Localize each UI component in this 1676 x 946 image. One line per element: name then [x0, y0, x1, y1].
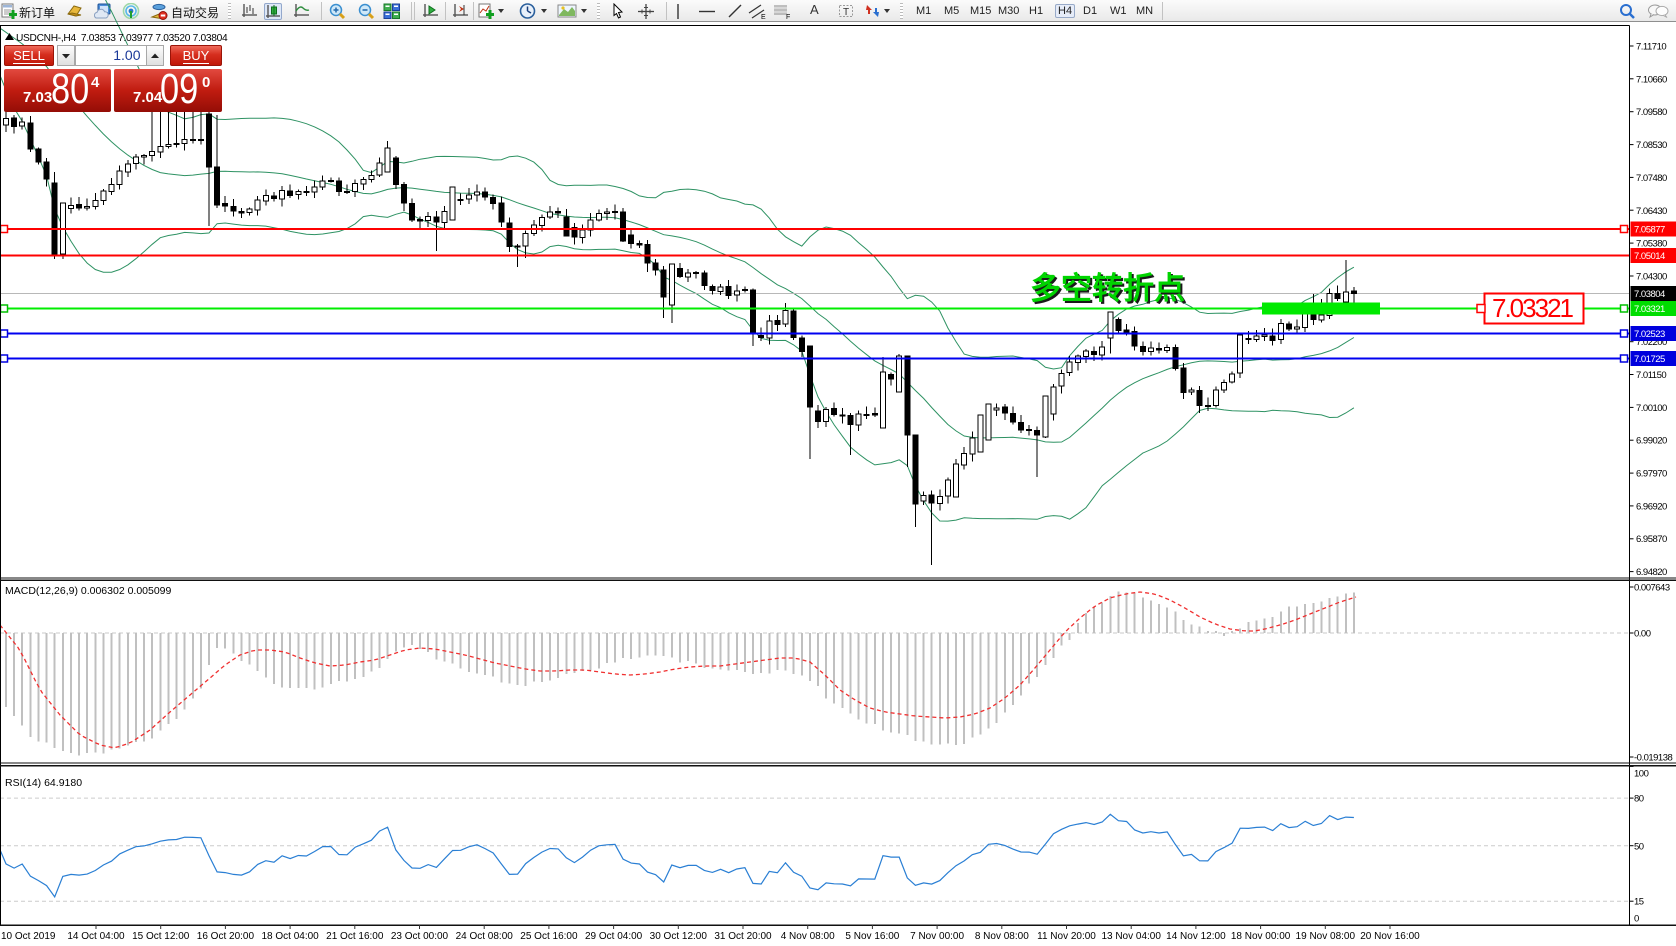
- svg-text:7.02523: 7.02523: [1634, 329, 1665, 340]
- svg-text:8 Nov 08:00: 8 Nov 08:00: [975, 931, 1029, 942]
- svg-text:7.02200: 7.02200: [1636, 337, 1667, 348]
- svg-text:10 Oct 2019: 10 Oct 2019: [1, 931, 56, 942]
- svg-text:18 Oct 04:00: 18 Oct 04:00: [261, 931, 319, 942]
- svg-text:F: F: [786, 14, 790, 20]
- svg-text:18 Nov 00:00: 18 Nov 00:00: [1231, 931, 1291, 942]
- svg-text:0.007643: 0.007643: [1634, 583, 1670, 594]
- svg-text:21 Oct 16:00: 21 Oct 16:00: [326, 931, 384, 942]
- svg-text:24 Oct 08:00: 24 Oct 08:00: [456, 931, 514, 942]
- svg-text:100: 100: [1634, 769, 1649, 780]
- svg-text:E: E: [761, 14, 766, 20]
- svg-text:7.03321: 7.03321: [1634, 304, 1665, 315]
- svg-text:USDCNH-,H4 7.03853 7.03977 7.: USDCNH-,H4 7.03853 7.03977 7.03520 7.038…: [16, 33, 228, 44]
- svg-text:19 Nov 08:00: 19 Nov 08:00: [1296, 931, 1356, 942]
- svg-text:15 Oct 12:00: 15 Oct 12:00: [132, 931, 190, 942]
- svg-text:0.00: 0.00: [1634, 629, 1651, 640]
- svg-text:-0.019138: -0.019138: [1634, 753, 1673, 764]
- svg-text:6.99020: 6.99020: [1636, 436, 1667, 447]
- svg-text:6.94820: 6.94820: [1636, 567, 1667, 578]
- svg-text:50: 50: [1634, 842, 1644, 853]
- svg-text:29 Oct 04:00: 29 Oct 04:00: [585, 931, 643, 942]
- svg-text:31 Oct 20:00: 31 Oct 20:00: [714, 931, 772, 942]
- svg-text:7.01725: 7.01725: [1634, 354, 1665, 365]
- svg-text:7.00100: 7.00100: [1636, 403, 1667, 414]
- svg-text:7.11710: 7.11710: [1636, 42, 1666, 53]
- svg-text:30 Oct 12:00: 30 Oct 12:00: [650, 931, 708, 942]
- svg-text:7.05877: 7.05877: [1634, 225, 1665, 236]
- svg-text:14 Oct 04:00: 14 Oct 04:00: [67, 931, 125, 942]
- svg-text:7.10660: 7.10660: [1636, 74, 1667, 85]
- svg-text:7.06430: 7.06430: [1636, 206, 1667, 217]
- svg-text:14 Nov 12:00: 14 Nov 12:00: [1166, 931, 1226, 942]
- svg-text:15: 15: [1634, 897, 1644, 908]
- svg-text:6.95870: 6.95870: [1636, 534, 1667, 545]
- svg-text:RSI(14) 64.9180: RSI(14) 64.9180: [5, 777, 82, 789]
- svg-text:多空转折点: 多空转折点: [1030, 271, 1185, 306]
- svg-text:7.04300: 7.04300: [1636, 272, 1667, 283]
- svg-text:MACD(12,26,9) 0.006302 0.00509: MACD(12,26,9) 0.006302 0.005099: [5, 585, 172, 597]
- svg-text:5 Nov 16:00: 5 Nov 16:00: [845, 931, 899, 942]
- svg-text:23 Oct 00:00: 23 Oct 00:00: [391, 931, 449, 942]
- svg-text:0: 0: [1634, 914, 1639, 925]
- svg-text:7.07480: 7.07480: [1636, 173, 1667, 184]
- svg-text:7.05380: 7.05380: [1636, 239, 1667, 250]
- svg-text:16 Oct 20:00: 16 Oct 20:00: [197, 931, 255, 942]
- svg-text:6.97970: 6.97970: [1636, 469, 1667, 480]
- svg-text:7.03321: 7.03321: [1492, 293, 1574, 323]
- svg-text:7.09580: 7.09580: [1636, 107, 1667, 118]
- svg-text:80: 80: [1634, 794, 1644, 805]
- svg-text:7 Nov 00:00: 7 Nov 00:00: [910, 931, 964, 942]
- svg-text:13 Nov 04:00: 13 Nov 04:00: [1101, 931, 1161, 942]
- svg-text:7.08530: 7.08530: [1636, 140, 1667, 151]
- svg-text:7.03804: 7.03804: [1634, 289, 1665, 300]
- svg-text:4 Nov 08:00: 4 Nov 08:00: [781, 931, 835, 942]
- svg-text:25 Oct 16:00: 25 Oct 16:00: [520, 931, 578, 942]
- svg-text:7.05014: 7.05014: [1634, 251, 1665, 262]
- svg-text:20 Nov 16:00: 20 Nov 16:00: [1360, 931, 1420, 942]
- svg-text:T: T: [843, 7, 849, 18]
- svg-text:6.96920: 6.96920: [1636, 501, 1667, 512]
- svg-text:11 Nov 20:00: 11 Nov 20:00: [1037, 931, 1096, 942]
- svg-text:7.01150: 7.01150: [1636, 370, 1666, 381]
